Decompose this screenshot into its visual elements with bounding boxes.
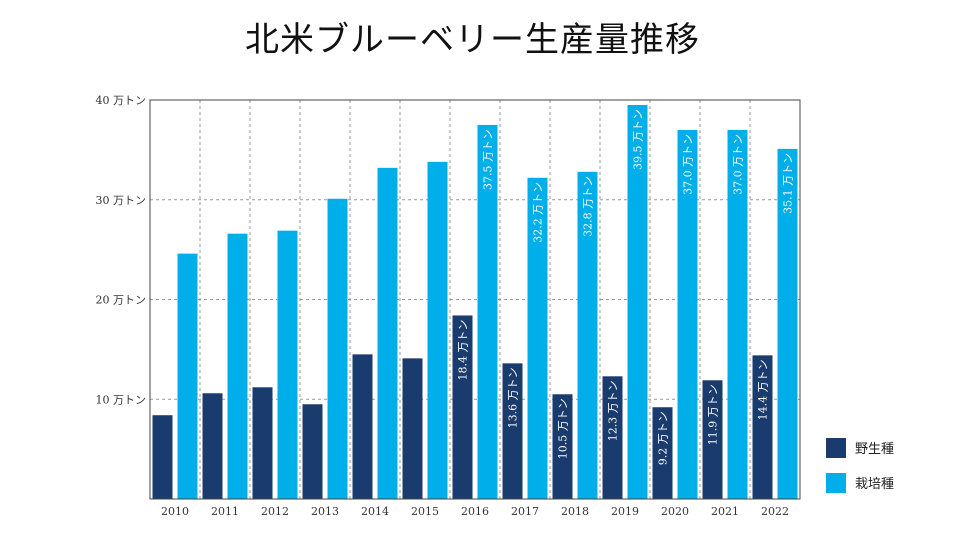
data-label: 13.6 万トン [507,367,520,428]
bar-cultivated [377,167,398,499]
bar-wild [402,358,423,499]
bar-wild [202,393,223,499]
bar-cultivated [727,129,748,500]
bar-wild [302,404,323,499]
bars [152,104,798,500]
plot-frame [149,99,801,500]
legend-swatch [826,438,846,458]
bar-cultivated [777,148,798,499]
x-tick-label: 2013 [311,505,339,518]
bar-wild [652,407,673,499]
x-tick-label: 2010 [161,505,189,518]
data-label: 11.9 万トン [707,384,720,445]
data-label: 37.0 万トン [732,134,745,195]
bar-wild [752,355,773,499]
x-tick-label: 2014 [361,505,389,518]
bar-cultivated [327,198,348,499]
x-tick-label: 2012 [261,505,289,518]
x-tick-label: 2019 [611,505,639,518]
data-label: 9.2 万トン [657,411,670,465]
x-tick-label: 2022 [761,505,789,518]
bar-cultivated [277,230,298,500]
data-label: 32.8 万トン [582,176,595,237]
x-tick-label: 2011 [211,505,239,518]
data-label: 32.2 万トン [532,182,545,243]
bar-cultivated [627,104,648,500]
x-tick-label: 2015 [411,505,439,518]
bar-cultivated [477,124,498,499]
data-labels: 18.4 万トン 37.5 万トン 13.6 万トン 32.2 万トン 10.5 万トン… [457,109,795,465]
legend-label: 野生種 [855,441,894,457]
bar-wild [252,387,273,499]
bar-wild [702,380,723,499]
grid-lines [150,99,800,499]
y-tick-label: 10 万トン [96,393,147,406]
legend-label: 栽培種 [855,476,894,492]
data-label: 18.4 万トン [457,319,470,380]
data-label: 35.1 万トン [782,153,795,214]
bar-wild [352,354,373,499]
y-tick-label: 30 万トン [96,194,147,207]
bar-cultivated [427,161,448,499]
data-label: 37.5 万トン [482,129,495,190]
x-tick-label: 2020 [661,505,689,518]
axis-labels: 10 万トン 20 万トン 30 万トン 40 万トン 2010 2011 2012 2013… [96,94,790,518]
chart-title: 北米ブルーベリー生産量推移 [245,20,700,60]
x-tick-label: 2021 [711,505,739,518]
bar-cultivated [677,129,698,500]
y-tick-label: 40 万トン [96,94,147,107]
bar-wild [552,394,573,499]
bar-wild [452,315,473,499]
bar-wild [502,363,523,499]
bar-wild [152,415,173,499]
bar-cultivated [177,253,198,499]
data-label: 14.4 万トン [757,359,770,420]
data-label: 10.5 万トン [557,398,570,459]
bar-cultivated [527,177,548,499]
y-tick-label: 20 万トン [96,294,147,307]
data-label: 12.3 万トン [607,380,620,441]
data-label: 37.0 万トン [682,134,695,195]
data-label: 39.5 万トン [632,109,645,170]
x-tick-label: 2016 [461,505,489,518]
bar-cultivated [227,233,248,500]
bar-wild [602,376,623,499]
legend-swatch [826,473,846,493]
bar-cultivated [577,171,598,499]
x-tick-label: 2018 [561,505,589,518]
x-tick-label: 2017 [511,505,539,518]
